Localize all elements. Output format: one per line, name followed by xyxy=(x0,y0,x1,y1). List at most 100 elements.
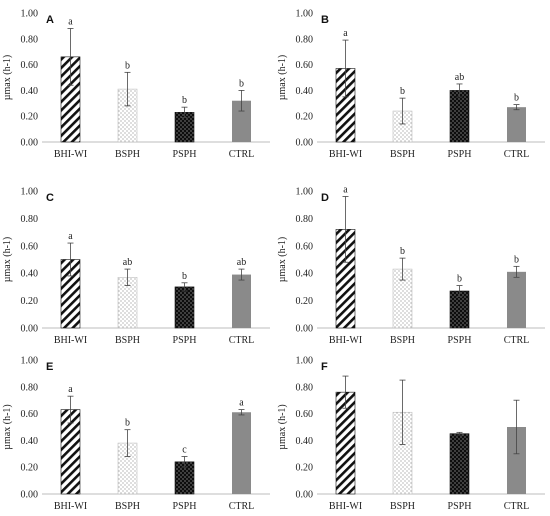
y-tick-label: 0.80 xyxy=(296,382,314,393)
y-axis-label: µmax (h-1) xyxy=(2,55,13,100)
y-tick-label: 0.20 xyxy=(296,296,314,307)
bar-psph xyxy=(449,433,470,495)
y-tick-label: 0.60 xyxy=(296,409,314,420)
x-category-label: PSPH xyxy=(448,335,472,346)
x-category-label: PSPH xyxy=(448,501,472,512)
panel-d: 0.00 0.20 0.40 0.60 0.80 1.00 µmax (h-1) Da BHI-… xyxy=(277,184,545,346)
x-category-label: CTRL xyxy=(504,149,530,160)
panel-letter: F xyxy=(321,361,328,373)
y-axis-label: µmax (h-1) xyxy=(2,404,13,449)
significance-label: a xyxy=(68,16,73,27)
y-tick-label: 0.40 xyxy=(296,436,314,447)
panel-f: 0.00 0.20 0.40 0.60 0.80 1.00 µmax (h-1) F BHI-W… xyxy=(277,356,545,512)
significance-label: b xyxy=(514,254,519,265)
significance-label: a xyxy=(68,231,73,242)
x-category-label: BHI-WI xyxy=(329,335,362,346)
significance-label: b xyxy=(125,60,130,71)
significance-label: b xyxy=(514,93,519,104)
significance-label: c xyxy=(182,444,187,455)
y-tick-label: 1.00 xyxy=(21,9,39,20)
y-tick-label: 0.00 xyxy=(21,138,39,149)
panel-a: 0.00 0.20 0.40 0.60 0.80 1.00 µmax (h-1) A a BHI-… xyxy=(2,9,270,160)
y-tick-label: 0.00 xyxy=(21,490,39,501)
y-tick-label: 0.20 xyxy=(21,112,39,123)
y-tick-label: 0.60 xyxy=(21,60,39,71)
bar-psph xyxy=(449,90,470,143)
y-tick-label: 0.80 xyxy=(296,34,314,45)
bar-ctrl xyxy=(507,271,526,328)
x-category-label: CTRL xyxy=(229,335,255,346)
x-category-label: CTRL xyxy=(229,149,255,160)
y-axis-label: µmax (h-1) xyxy=(2,237,13,282)
significance-label: ab xyxy=(237,257,246,268)
y-tick-label: 1.00 xyxy=(21,187,39,198)
x-category-label: BSPH xyxy=(390,501,415,512)
bar-ctrl xyxy=(232,274,251,328)
significance-label: a xyxy=(343,28,348,39)
y-axis-label: µmax (h-1) xyxy=(277,55,288,100)
significance-label: a xyxy=(239,398,244,409)
y-tick-label: 0.20 xyxy=(296,463,314,474)
x-category-label: BHI-WI xyxy=(54,501,87,512)
y-axis-label: µmax (h-1) xyxy=(277,404,288,449)
y-tick-label: 1.00 xyxy=(21,356,39,367)
x-category-label: CTRL xyxy=(229,501,255,512)
x-category-label: BHI-WI xyxy=(54,335,87,346)
bar-ctrl xyxy=(232,412,251,494)
significance-label: a xyxy=(343,184,348,195)
significance-label: ab xyxy=(123,257,132,268)
y-axis-label: µmax (h-1) xyxy=(277,237,288,282)
panel-letter: D xyxy=(321,192,329,204)
x-category-label: PSPH xyxy=(173,501,197,512)
panel-letter: E xyxy=(46,361,53,373)
y-tick-label: 0.60 xyxy=(21,241,39,252)
y-tick-label: 0.80 xyxy=(296,214,314,225)
x-category-label: BSPH xyxy=(115,149,140,160)
y-tick-label: 0.00 xyxy=(296,138,314,149)
y-tick-label: 0.60 xyxy=(296,241,314,252)
y-tick-label: 0.60 xyxy=(21,409,39,420)
x-category-label: BSPH xyxy=(115,501,140,512)
y-tick-label: 1.00 xyxy=(296,187,314,198)
x-category-label: BHI-WI xyxy=(54,149,87,160)
y-tick-label: 0.00 xyxy=(21,324,39,335)
panel-letter: A xyxy=(46,14,54,26)
y-tick-label: 0.80 xyxy=(21,34,39,45)
significance-label: a xyxy=(68,384,73,395)
significance-label: b xyxy=(182,95,187,106)
y-tick-label: 0.40 xyxy=(21,436,39,447)
significance-label: b xyxy=(457,274,462,285)
y-tick-label: 0.00 xyxy=(296,324,314,335)
x-category-label: BSPH xyxy=(390,335,415,346)
y-tick-label: 0.40 xyxy=(296,269,314,280)
y-tick-label: 1.00 xyxy=(296,9,314,20)
bar-psph xyxy=(174,286,195,329)
y-tick-label: 0.00 xyxy=(296,490,314,501)
x-category-label: PSPH xyxy=(173,335,197,346)
x-category-label: BHI-WI xyxy=(329,501,362,512)
significance-label: b xyxy=(400,246,405,257)
bar-ctrl xyxy=(507,427,526,494)
significance-label: ab xyxy=(455,72,464,83)
y-tick-label: 1.00 xyxy=(296,356,314,367)
x-category-label: BSPH xyxy=(115,335,140,346)
bar-ctrl xyxy=(507,107,526,142)
y-tick-label: 0.40 xyxy=(21,86,39,97)
x-category-label: PSPH xyxy=(173,149,197,160)
y-tick-label: 0.20 xyxy=(21,463,39,474)
significance-label: b xyxy=(239,78,244,89)
y-tick-label: 0.60 xyxy=(296,60,314,71)
bar-ctrl xyxy=(232,100,251,142)
x-category-label: CTRL xyxy=(504,335,530,346)
x-category-label: BSPH xyxy=(390,149,415,160)
panel-b: 0.00 0.20 0.40 0.60 0.80 1.00 µmax (h-1) Ba BHI-… xyxy=(277,9,545,160)
panel-c: 0.00 0.20 0.40 0.60 0.80 1.00 µmax (h-1) Ca BHI-… xyxy=(2,187,270,346)
y-tick-label: 0.80 xyxy=(21,214,39,225)
significance-label: b xyxy=(400,86,405,97)
y-tick-label: 0.40 xyxy=(296,86,314,97)
x-category-label: PSPH xyxy=(448,149,472,160)
y-tick-label: 0.40 xyxy=(21,269,39,280)
y-tick-label: 0.80 xyxy=(21,382,39,393)
significance-label: b xyxy=(182,271,187,282)
